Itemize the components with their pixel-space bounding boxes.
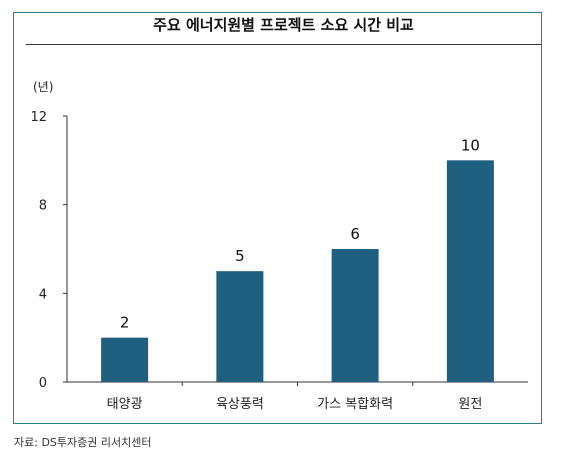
- y-tick-label: 8: [39, 199, 47, 214]
- source-note: 자료: DS투자증권 리서치센터: [14, 436, 152, 449]
- category-label: 가스 복합화력: [317, 397, 393, 412]
- data-label: 6: [350, 225, 360, 243]
- data-label: 2: [120, 314, 130, 332]
- y-axis-label: (년): [33, 80, 53, 94]
- data-label: 5: [235, 247, 245, 265]
- category-label: 육상풍력: [216, 397, 264, 412]
- axes: 0 4 8 12: [30, 110, 528, 391]
- y-tick-label: 12: [30, 110, 47, 125]
- y-tick-label: 0: [39, 376, 47, 391]
- category-label: 태양광: [107, 397, 143, 412]
- chart-title: 주요 에너지원별 프로젝트 소요 시간 비교: [153, 16, 414, 34]
- bar: [101, 337, 149, 382]
- bar: [331, 249, 379, 382]
- y-tick-label: 4: [39, 287, 47, 302]
- labels: 2 태양광 5 육상풍력 6 가스 복합화력 10 원전: [107, 136, 483, 412]
- category-label: 원전: [458, 397, 482, 412]
- bars: [101, 160, 494, 382]
- bar: [446, 160, 494, 382]
- bar: [216, 271, 264, 382]
- data-label: 10: [461, 136, 480, 154]
- title-underline: [26, 44, 541, 45]
